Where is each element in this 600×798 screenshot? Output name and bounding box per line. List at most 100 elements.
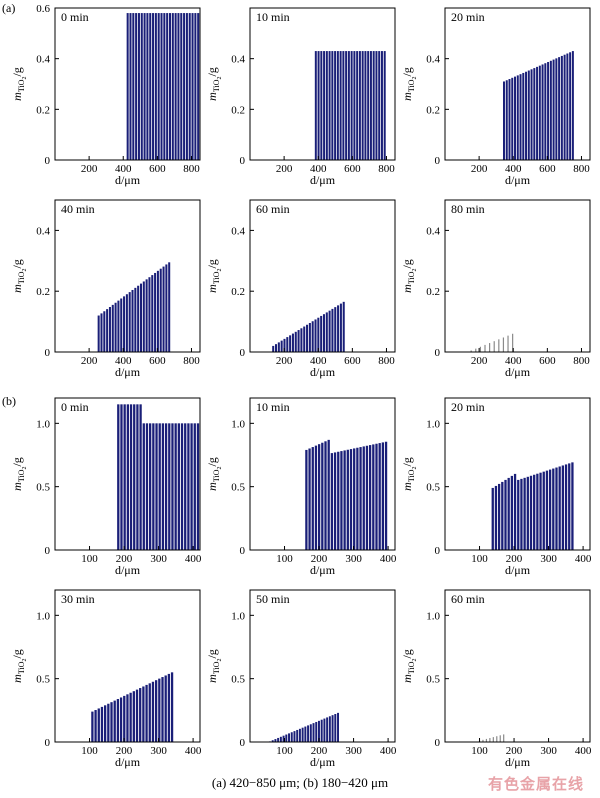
xtick-label: 600 (539, 163, 556, 175)
bar (128, 292, 131, 352)
bar (145, 423, 149, 550)
xtick-label: 200 (116, 745, 133, 757)
bar (306, 324, 309, 352)
bar (180, 423, 184, 550)
bar (331, 308, 334, 352)
subplot: 0 0.2 0.4 200 400 600 800 20 min d/μm mTiO2/g (400, 7, 591, 187)
ytick-label: 0.5 (231, 482, 245, 494)
ytick-label: 0.2 (426, 104, 440, 116)
subplot-title: 30 min (61, 592, 95, 606)
bar (350, 51, 353, 160)
subplot: 0 0.2 0.4 200 400 600 800 40 min d/μm mTiO2/g (10, 199, 201, 379)
bar (167, 673, 171, 742)
bar (369, 51, 372, 160)
subplot-title: 60 min (256, 202, 290, 216)
figure-caption: (a) 420−850 μm; (b) 180−420 μm (211, 775, 389, 790)
x-axis-label: d/μm (115, 755, 141, 769)
bar (184, 423, 187, 550)
ytick-label: 0 (240, 347, 246, 359)
bar (525, 71, 528, 160)
y-axis-label: mTiO2/g (400, 67, 418, 101)
bar (561, 465, 565, 550)
plot-frame (249, 199, 396, 353)
bar (97, 315, 100, 352)
bar (145, 279, 148, 352)
xtick-label: 200 (276, 355, 293, 367)
xtick-label: 400 (115, 163, 132, 175)
bar (149, 13, 152, 161)
bar (505, 80, 508, 160)
bar (304, 726, 307, 742)
xtick-label: 200 (311, 745, 328, 757)
ytick-label: 0.2 (231, 104, 245, 116)
bar (330, 453, 334, 550)
bar (183, 13, 186, 161)
bar (155, 423, 158, 550)
bar (533, 474, 536, 550)
xtick-label: 300 (540, 745, 557, 757)
bar (170, 672, 174, 742)
ytick-label: 0 (435, 545, 441, 557)
ytick-label: 0.5 (36, 674, 50, 686)
plot-frame (54, 199, 201, 353)
ytick-label: 0.5 (36, 482, 50, 494)
bar (162, 266, 165, 352)
plot-frame (54, 589, 201, 743)
bar (188, 13, 191, 161)
bar (508, 79, 511, 160)
bar (538, 65, 541, 160)
bar (356, 51, 359, 160)
bar (547, 62, 550, 160)
bar (120, 404, 123, 550)
bar (197, 13, 200, 161)
xtick-label: 800 (573, 163, 590, 175)
bar (320, 51, 323, 160)
bar (305, 449, 308, 550)
bar (337, 451, 340, 550)
bar (296, 729, 299, 742)
subplot: 0 0.5 1.0 100 200 300 400 30 min d/μm mTiO2/g (10, 589, 202, 769)
ytick-label: 0 (240, 155, 246, 167)
xtick-label: 200 (471, 355, 488, 367)
bar (274, 739, 277, 742)
bar (308, 448, 311, 550)
bar (322, 314, 325, 352)
bar (362, 446, 365, 550)
ytick-label: 0.4 (426, 225, 440, 237)
bar (560, 55, 563, 161)
bar (168, 423, 171, 550)
bar (497, 483, 501, 550)
bar (549, 60, 552, 161)
bar (334, 307, 337, 352)
ytick-label: 0.4 (231, 54, 245, 66)
bar (328, 716, 331, 742)
bar (314, 445, 318, 550)
ytick-label: 0.5 (426, 674, 440, 686)
subplot: 0 0.5 1.0 100 200 300 400 60 min d/μm mTiO2/g (400, 589, 592, 769)
bar (383, 51, 386, 160)
bar (345, 51, 348, 160)
ytick-label: 0 (45, 155, 51, 167)
xtick-label: 300 (345, 745, 362, 757)
x-axis-label: d/μm (310, 563, 336, 577)
bar (139, 404, 142, 550)
bar (107, 703, 110, 742)
bar (110, 702, 113, 742)
bar (282, 735, 285, 742)
bar (161, 677, 164, 742)
bar (134, 287, 137, 352)
bar (123, 695, 126, 742)
bar (520, 478, 523, 550)
bar (353, 448, 356, 550)
xtick-label: 400 (575, 553, 592, 565)
bar (527, 70, 530, 160)
xtick-label: 800 (573, 355, 590, 367)
bar (277, 342, 280, 352)
xtick-label: 100 (276, 745, 293, 757)
ytick-label: 0.2 (36, 286, 50, 298)
bar (117, 404, 120, 550)
bar (129, 692, 132, 742)
bar (320, 719, 323, 742)
subplot-title: 80 min (451, 202, 485, 216)
